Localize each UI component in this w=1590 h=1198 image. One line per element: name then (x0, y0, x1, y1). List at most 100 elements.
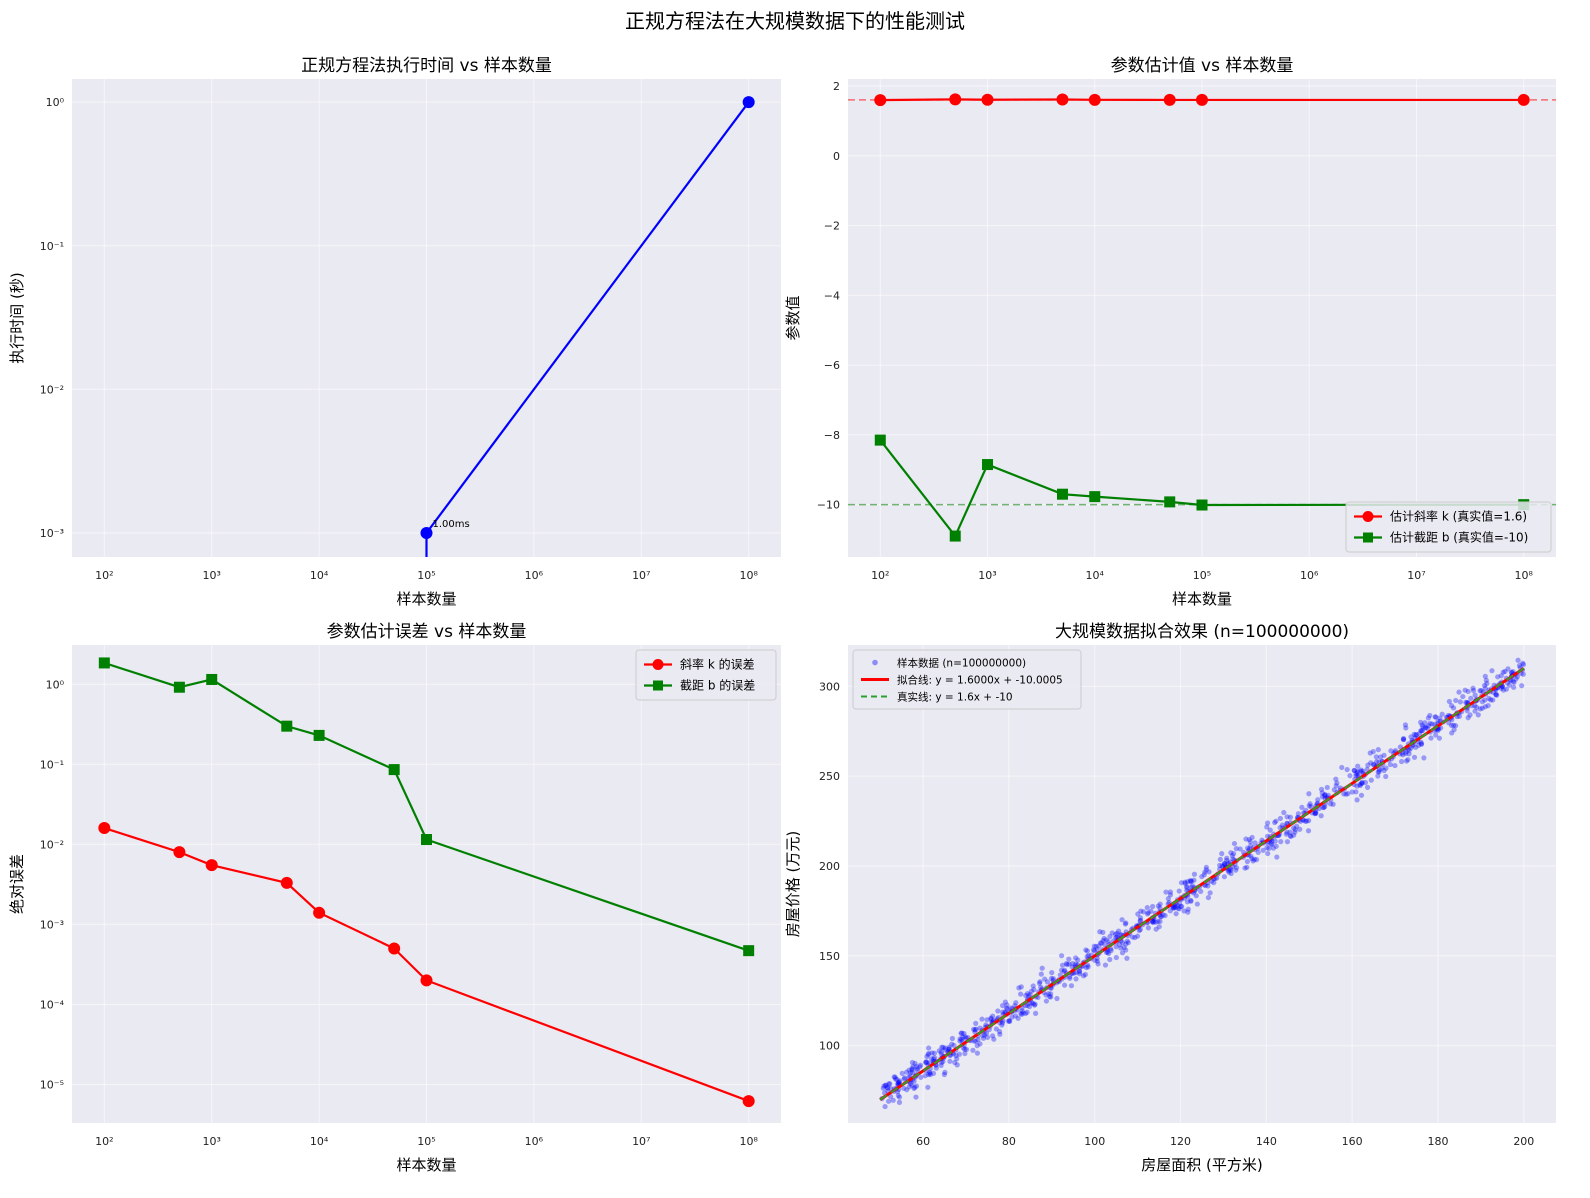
p4-scatter-point (911, 1085, 917, 1091)
p4-scatter-point (1494, 692, 1500, 698)
p4-scatter-point (942, 1047, 948, 1053)
p4-scatter-point (1243, 836, 1249, 842)
p3-series-0-point (205, 859, 218, 872)
p4-scatter-point (1132, 934, 1138, 941)
p4-scatter-point (1411, 731, 1417, 737)
p2-ytick-label: −8 (824, 429, 840, 442)
p4-scatter-point (1318, 813, 1324, 819)
p4-scatter-point (1428, 735, 1434, 741)
p4-scatter-point (1170, 904, 1177, 911)
p4-scatter-point (1272, 838, 1278, 844)
p4-scatter-point (1162, 912, 1168, 919)
p4-scatter-point (1233, 846, 1239, 852)
p4-scatter-point (925, 1084, 931, 1090)
p4-scatter-point (1439, 711, 1445, 717)
p4-scatter-point (1388, 748, 1394, 754)
p4-scatter-point (1175, 905, 1181, 911)
p4-scatter-point (923, 1059, 929, 1066)
p4-scatter-point (1273, 843, 1279, 849)
p4-scatter-point (975, 1037, 981, 1043)
p4-scatter-point (1334, 780, 1340, 786)
p4-scatter-point (1502, 668, 1508, 675)
p2-series-0-point (1517, 93, 1530, 106)
p4-scatter-point (1043, 992, 1049, 998)
p4-scatter-point (1137, 918, 1143, 924)
p4-scatter-point (1450, 722, 1457, 728)
p4-scatter-point (1493, 691, 1499, 697)
p4-ytick-label: 300 (819, 680, 840, 693)
p4-scatter-point (1375, 747, 1381, 753)
p4-panel: 60 80 100 120 140 160 180 200 100 150 200 250 300 大规模… (784, 622, 1556, 1174)
p4-scatter-point (910, 1064, 916, 1070)
p4-scatter-point (923, 1059, 929, 1065)
p2-legend-box (1345, 501, 1552, 553)
p4-scatter-point (1119, 940, 1126, 946)
p4-scatter-point (1038, 984, 1044, 990)
p4-scatter-point (1358, 768, 1364, 774)
p4-scatter-point (941, 1071, 947, 1078)
p4-scatter-point (1024, 1002, 1030, 1009)
p3-series-1-point (206, 673, 218, 685)
p4-scatter-point (1325, 792, 1331, 798)
p4-scatter-point (1427, 720, 1433, 727)
p4-scatter-point (1482, 697, 1488, 703)
p4-scatter-point (1273, 818, 1279, 824)
p4-scatter-point (1306, 818, 1312, 824)
p4-scatter-point (1036, 980, 1043, 986)
p4-scatter-point (1364, 766, 1370, 772)
p4-scatter-point (1155, 918, 1161, 925)
p4-scatter-point (1144, 904, 1150, 911)
p4-scatter-point (1446, 720, 1452, 726)
p4-scatter-point (1244, 864, 1250, 870)
p4-scatter-point (1189, 883, 1196, 889)
p4-scatter-point (908, 1081, 914, 1087)
p4-scatter-point (1510, 678, 1516, 684)
p4-scatter-point (884, 1084, 890, 1091)
p4-scatter-point (1287, 814, 1293, 820)
p4-scatter-point (914, 1066, 920, 1072)
p4-scatter-point (1281, 809, 1287, 816)
p4-scatter-point (1250, 858, 1256, 864)
p4-scatter-point (990, 1013, 996, 1019)
p4-scatter-point (1043, 998, 1049, 1004)
p4-scatter-point (1284, 814, 1290, 820)
p4-scatter-point (1448, 722, 1455, 729)
p4-scatter-point (1149, 903, 1156, 910)
p4-scatter-point (1277, 825, 1283, 831)
p4-scatter-point (961, 1030, 967, 1037)
p4-scatter-point (922, 1073, 928, 1079)
p4-scatter-point (1484, 680, 1490, 687)
p4-scatter-point (1360, 768, 1366, 774)
p4-scatter-point (1429, 721, 1435, 727)
p4-scatter-point (894, 1076, 900, 1083)
p4-legend: 样本数据 (n=100000000) 拟合线: y = 1.6000x + -10… (852, 649, 1082, 710)
p4-scatter-point (917, 1062, 924, 1068)
p4-scatter-point (880, 1085, 886, 1091)
p4-scatter-point (951, 1042, 957, 1049)
p4-scatter-point (1222, 860, 1228, 867)
p3-series-0-point (313, 906, 326, 919)
p4-scatter-point (1472, 692, 1478, 698)
p4-scatter-point (1103, 937, 1109, 943)
p1-ytick-label: 10⁻³ (40, 527, 64, 540)
p4-scatter-point (1313, 810, 1319, 816)
p4-scatter-point (1483, 677, 1489, 683)
p4-scatter-point (1199, 873, 1205, 880)
p4-scatter-point (1177, 900, 1183, 906)
p4-scatter-point (882, 1103, 888, 1110)
p4-scatter-point (1423, 724, 1429, 730)
p4-scatter-point (1306, 803, 1312, 809)
p4-scatter-point (1231, 851, 1237, 857)
p2-series-0-point (1196, 93, 1208, 106)
p4-scatter-point (983, 1030, 990, 1036)
p2-ytick-label: −10 (817, 499, 840, 512)
p4-scatter-point (1418, 741, 1425, 747)
p3-ytick-label: 10⁻¹ (40, 758, 64, 771)
p4-scatter-point (1009, 1014, 1015, 1020)
p4-scatter-point (1167, 889, 1174, 895)
p4-scatter-point (1013, 1000, 1019, 1006)
p4-scatter-point (910, 1070, 916, 1076)
p4-scatter-point (892, 1074, 898, 1080)
p4-scatter-point (1157, 918, 1163, 925)
